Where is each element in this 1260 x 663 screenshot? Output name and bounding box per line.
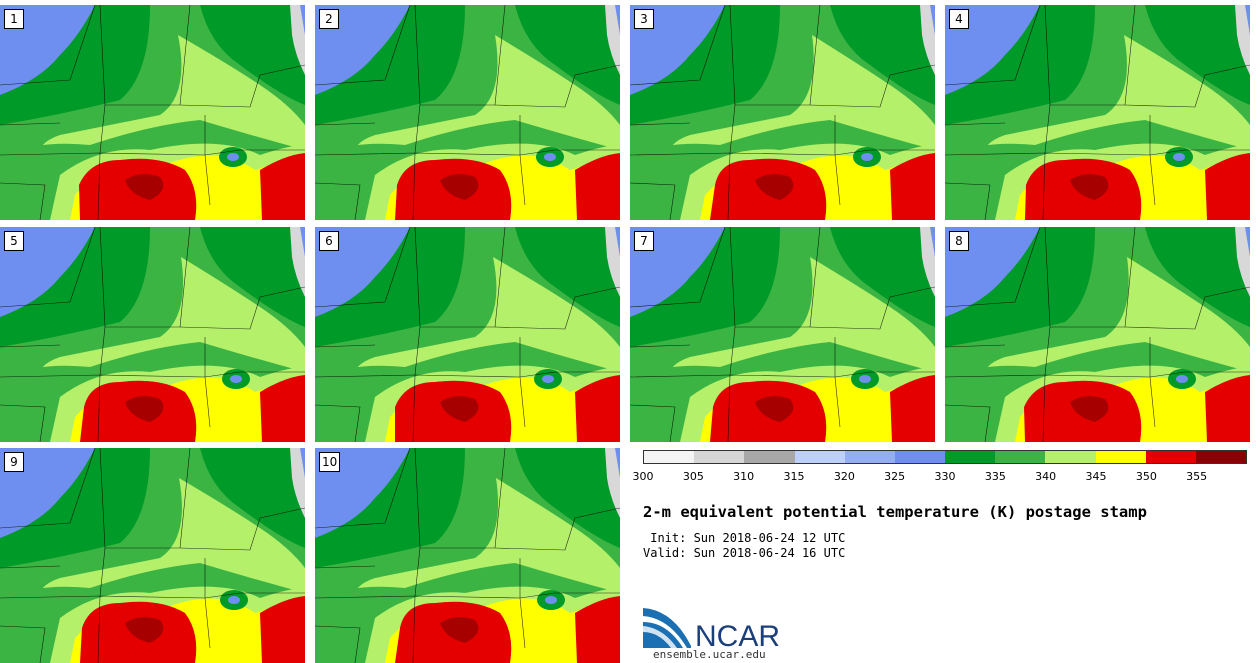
ensemble-member-panel: 5	[0, 227, 305, 442]
colorbar-swatch	[1145, 451, 1196, 463]
member-number-label: 10	[319, 452, 341, 472]
colorbar-tick-label: 345	[1085, 470, 1107, 483]
ensemble-member-panel: 8	[945, 227, 1250, 442]
init-time: Init: Sun 2018-06-24 12 UTC	[643, 531, 846, 545]
colorbar-swatch	[644, 451, 695, 463]
colorbar-swatch	[995, 451, 1046, 463]
colorbar-tick-label: 315	[783, 470, 805, 483]
member-number-label: 4	[949, 9, 969, 29]
colorbar-tick-label: 320	[833, 470, 855, 483]
colorbar-tick-label: 335	[984, 470, 1006, 483]
colorbar-tick-label: 310	[733, 470, 755, 483]
member-number-label: 9	[4, 452, 24, 472]
member-number-label: 8	[949, 231, 969, 251]
colorbar-tick-label: 340	[1035, 470, 1057, 483]
valid-time: Valid: Sun 2018-06-24 16 UTC	[643, 546, 846, 560]
colorbar-swatch	[1195, 451, 1247, 463]
ensemble-member-panel: 1	[0, 5, 305, 220]
colorbar-tick-label: 350	[1135, 470, 1157, 483]
member-number-label: 7	[634, 231, 654, 251]
colorbar-swatch	[894, 451, 946, 463]
ensemble-member-panel: 9	[0, 448, 305, 663]
colorbar-ticks: 300 305 310 315 320 325 330 335 340 345 350 355	[633, 470, 1247, 484]
ncar-logo: NCAR	[643, 608, 780, 653]
colorbar-swatch	[844, 451, 895, 463]
colorbar-tick-label: 330	[934, 470, 956, 483]
colorbar	[643, 450, 1247, 464]
ensemble-member-panel: 3	[630, 5, 935, 220]
logo-wordmark: NCAR	[695, 620, 780, 653]
colorbar-tick-label: 355	[1186, 470, 1208, 483]
ensemble-member-panel: 7	[630, 227, 935, 442]
member-number-label: 6	[319, 231, 339, 251]
colorbar-tick-label: 300	[632, 470, 654, 483]
ensemble-member-panel: 4	[945, 5, 1250, 220]
member-number-label: 3	[634, 9, 654, 29]
colorbar-swatch	[1095, 451, 1146, 463]
colorbar-swatch	[744, 451, 795, 463]
ensemble-member-panel: 10	[315, 448, 620, 663]
colorbar-swatch	[1045, 451, 1096, 463]
figure-title: 2-m equivalent potential temperature (K)…	[643, 503, 1147, 521]
member-number-label: 5	[4, 231, 24, 251]
colorbar-swatch	[694, 451, 745, 463]
logo-url: ensemble.ucar.edu	[653, 648, 766, 661]
colorbar-tick-label: 325	[884, 470, 906, 483]
colorbar-tick-label: 305	[682, 470, 704, 483]
colorbar-swatch	[794, 451, 845, 463]
ensemble-member-panel: 2	[315, 5, 620, 220]
member-number-label: 1	[4, 9, 24, 29]
ensemble-member-panel: 6	[315, 227, 620, 442]
member-number-label: 2	[319, 9, 339, 29]
colorbar-swatch	[945, 451, 996, 463]
